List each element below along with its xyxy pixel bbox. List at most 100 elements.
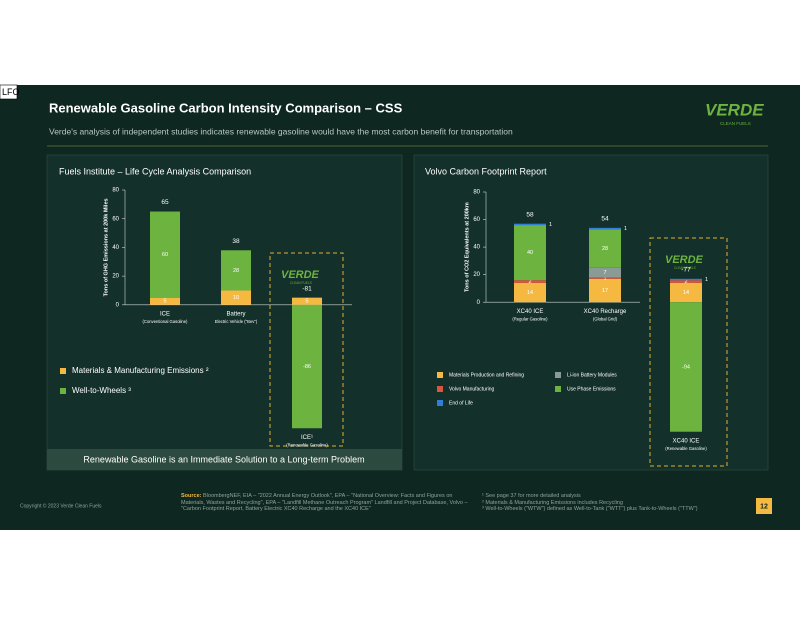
bar-segment [589,278,621,303]
legend-label: Use Phase Emissions [567,386,616,392]
bar-segment [150,297,180,305]
segment-label: 7 [603,270,606,276]
segment-label: 10 [233,295,239,301]
source-label: Source: [181,493,202,499]
total-label: 65 [161,199,169,206]
legend-label: Li-ion Battery Modules [567,372,617,378]
total-label: 54 [601,216,609,223]
segment-label: 5 [305,299,308,305]
x-tick-note: (Regular Gasoline) [512,316,548,321]
bar-segment [670,278,702,281]
segment-label: -86 [303,364,311,370]
legend-label: Well-to-Wheels ³ [72,386,131,395]
tag: LFO [2,87,20,97]
tag-box [0,84,18,100]
y-tick-label: 80 [112,188,119,194]
x-tick-label: Battery [226,311,245,317]
total-label: -77 [681,267,691,274]
legend-label: Materials & Manufacturing Emissions ² [72,366,209,375]
bar-segment [150,211,180,298]
x-tick-note: (Global Grid) [593,316,618,321]
highlight-box [649,237,728,467]
bar-segment [589,267,621,278]
bar-segment [589,227,621,230]
box-logo: VERDE CLEAN FUELS [281,269,320,285]
bar-segment [292,304,322,429]
legend-label: Volvo Manufacturing [449,386,495,392]
legend-swatch [555,386,561,392]
page-badge [756,498,772,514]
x-tick-note: (Renewable Gasoline) [286,442,328,447]
total-label: 38 [232,238,240,245]
header-logo: VERDE CLEAN FUELS [705,100,764,126]
logo-tagline: CLEAN FUELS [720,121,751,126]
segment-label: 14 [683,290,689,296]
x-tick-label: ICE [160,311,170,317]
bar-segment [589,229,621,268]
y-tick-label: 20 [473,272,480,278]
footnote: ¹ See page 37 for more detailed analysis [482,493,581,499]
segment-label: 2 [684,279,687,285]
y-axis-label: Tons of GHG Emissions at 200k Miles [103,198,109,296]
bar-segment [292,297,322,305]
x-tick-label: XC40 Recharge [584,309,627,315]
segment-label: 14 [527,290,533,296]
footnotes: ¹ See page 37 for more detailed analysis… [482,493,752,513]
bar-segment [670,282,702,303]
segment-label: 60 [162,252,168,258]
panel-left [46,154,403,471]
segment-label: 5 [163,299,166,305]
y-tick-label: 40 [473,245,480,251]
highlight-box [269,252,344,447]
segment-label: 17 [602,288,608,294]
total-label: -81 [302,285,312,292]
total-label: 58 [526,211,534,218]
bar-segment [514,225,546,281]
x-tick-note: (Conventional Gasoline) [143,319,189,324]
x-tick-note: (Renewable Gasoline) [665,446,707,451]
bar-segment [514,282,546,303]
segment-label: 1 [603,276,606,282]
box-logo: VERDE CLEAN FUELS [665,254,704,270]
logo-tagline: CLEAN FUELS [290,281,312,285]
bar-segment [514,223,546,226]
bar-segment [221,250,251,291]
logo-tagline: CLEAN FUELS [674,266,696,270]
y-tick-label: 80 [473,190,480,196]
footnote: ² Materials & Manufacturing Emissions in… [482,499,623,506]
bar-segment [589,277,621,279]
slide-subtitle: Verde's analysis of independent studies … [49,126,513,136]
segment-label: 28 [233,268,239,274]
segment-label: 1 [624,226,627,232]
logo-name: VERDE [665,254,704,266]
logo-name: VERDE [281,269,320,281]
chart-title: Volvo Carbon Footprint Report [425,166,547,176]
legend-swatch [437,372,443,378]
y-tick-label: 60 [473,217,480,223]
y-tick-label: 0 [477,300,481,306]
banner [47,449,402,470]
banner-text: Renewable Gasoline is an Immediate Solut… [83,454,364,464]
x-tick-note: Electric Vehicle ("Bev") [215,319,258,324]
x-tick-label: XC40 ICE [517,309,544,315]
segment-label: 1 [549,222,552,228]
legend-label: End of Life [449,400,473,406]
bar-segment [670,302,702,432]
y-tick-label: 60 [112,216,119,222]
segment-label: 40 [527,250,533,256]
chart-title: Fuels Institute – Life Cycle Analysis Co… [59,166,251,176]
segment-label: 28 [602,246,608,252]
source: Source: BloombergNEF, EIA – "2022 Annual… [181,493,473,513]
segment-label: -94 [682,364,690,370]
footnote: ³ Well-to-Wheels ("WTW") defined as Well… [482,506,698,513]
segment-label: 1 [705,277,708,283]
legend-swatch [60,388,66,394]
y-axis-label: Tons of CO2 Equivalents at 200km [464,202,470,292]
panel-right [413,154,769,471]
segment-label: 2 [528,279,531,285]
legend-swatch [437,386,443,392]
logo-name: VERDE [705,100,764,119]
legend-swatch [437,400,443,406]
